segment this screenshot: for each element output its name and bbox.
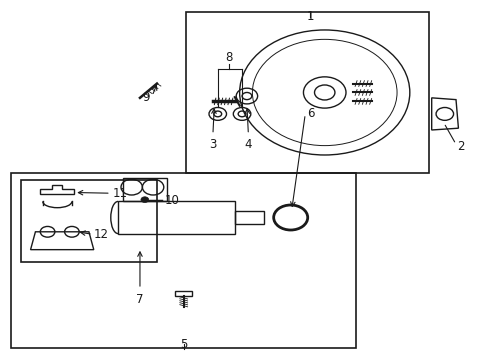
Text: 12: 12: [94, 228, 108, 241]
Text: 3: 3: [209, 138, 216, 151]
Circle shape: [141, 197, 148, 203]
Text: 5: 5: [180, 338, 187, 351]
Text: 8: 8: [225, 51, 232, 64]
Text: 1: 1: [306, 10, 313, 23]
Text: 7: 7: [136, 293, 143, 306]
Text: 4: 4: [244, 138, 252, 151]
Text: 9: 9: [142, 91, 149, 104]
Text: 10: 10: [164, 194, 179, 207]
Text: 2: 2: [457, 140, 464, 153]
Text: 11: 11: [112, 187, 127, 200]
Text: 6: 6: [306, 107, 314, 120]
